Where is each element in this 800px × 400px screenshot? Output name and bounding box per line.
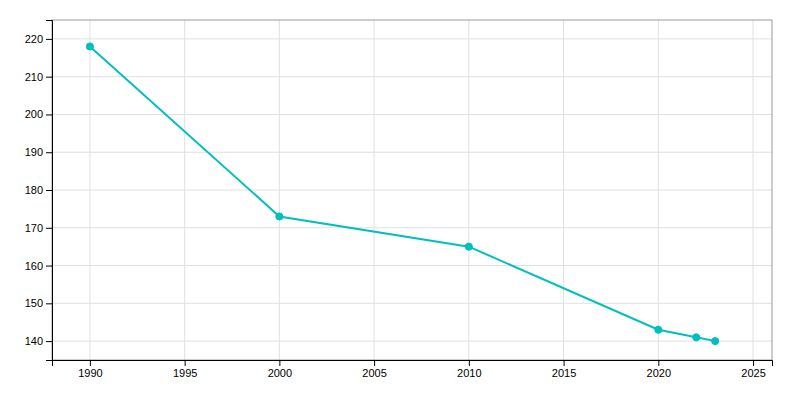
grid-line-y (52, 38, 772, 39)
plot: 1990 1995 2000 2005 2010 2015 2020 2025 140 150 16… (25, 20, 773, 379)
tick-mark (46, 266, 52, 267)
tick-label: 2005 (362, 367, 386, 379)
point (655, 326, 662, 333)
tick: 2005 (362, 360, 386, 379)
grid-line-y (52, 227, 772, 228)
tick: 210 (25, 71, 52, 83)
tick-label: 140 (25, 335, 43, 347)
tick: 2015 (552, 360, 576, 379)
tick-label: 2015 (552, 367, 576, 379)
tick-label: 200 (25, 108, 43, 120)
tick-mark (469, 360, 470, 366)
tick-label: 150 (25, 297, 43, 309)
grid-line-y (52, 76, 772, 77)
tick-mark (753, 360, 754, 366)
tick-label: 160 (25, 260, 43, 272)
tick: 1990 (78, 360, 102, 379)
tick-label: 2010 (457, 367, 481, 379)
tick-label: 220 (25, 33, 43, 45)
grid-line-y (52, 190, 772, 191)
grid-line-y (52, 152, 772, 153)
line (90, 46, 715, 341)
tick: 2020 (647, 360, 671, 379)
tick-label: 170 (25, 222, 43, 234)
tick: 2000 (268, 360, 292, 379)
tick-mark (279, 360, 280, 366)
tick-label: 2025 (741, 367, 765, 379)
point (465, 243, 472, 250)
tick: 190 (25, 146, 52, 158)
grid (52, 20, 772, 360)
tick-label: 1995 (173, 367, 197, 379)
tick: 220 (25, 33, 52, 45)
tick: 160 (25, 260, 52, 272)
tick: 2010 (457, 360, 481, 379)
tick-mark (658, 360, 659, 366)
grid-line-y (52, 341, 772, 342)
tick-label: 2000 (268, 367, 292, 379)
point (276, 213, 283, 220)
tick-mark (46, 341, 52, 342)
axis-line (53, 361, 773, 367)
tick: 2025 (741, 360, 765, 379)
tick-mark (46, 114, 52, 115)
point (693, 334, 700, 341)
tick-mark (46, 39, 52, 40)
x-axis: 1990 1995 2000 2005 2010 2015 2020 2025 (53, 360, 773, 379)
point (712, 338, 719, 345)
tick: 1995 (173, 360, 197, 379)
tick-mark (46, 190, 52, 191)
tick-mark (374, 360, 375, 366)
axis-line (46, 21, 53, 361)
point (86, 43, 93, 50)
tick: 140 (25, 335, 52, 347)
tick: 180 (25, 184, 52, 196)
marks (86, 43, 718, 345)
tick-mark (46, 152, 52, 153)
tick-mark (46, 77, 52, 78)
y-axis: 140 150 160 170 180 190 200 210 220 (25, 21, 53, 361)
tick: 150 (25, 297, 52, 309)
tick-mark (46, 303, 52, 304)
tick-mark (564, 360, 565, 366)
tick-label: 2020 (647, 367, 671, 379)
tick-mark (46, 228, 52, 229)
grid-line-y (52, 265, 772, 266)
tick-mark (90, 360, 91, 366)
plot-frame (52, 20, 772, 360)
grid-line-y (52, 114, 772, 115)
tick: 170 (25, 222, 52, 234)
tick: 200 (25, 108, 52, 120)
tick-label: 190 (25, 146, 43, 158)
grid-line-y (52, 303, 772, 304)
tick-mark (185, 360, 186, 366)
tick-label: 210 (25, 71, 43, 83)
tick-label: 180 (25, 184, 43, 196)
tick-label: 1990 (78, 367, 102, 379)
chart-svg: 1990 1995 2000 2005 2010 2015 2020 2025 140 150 16… (0, 0, 800, 400)
chart-container: 1990 1995 2000 2005 2010 2015 2020 2025 140 150 16… (0, 0, 800, 400)
